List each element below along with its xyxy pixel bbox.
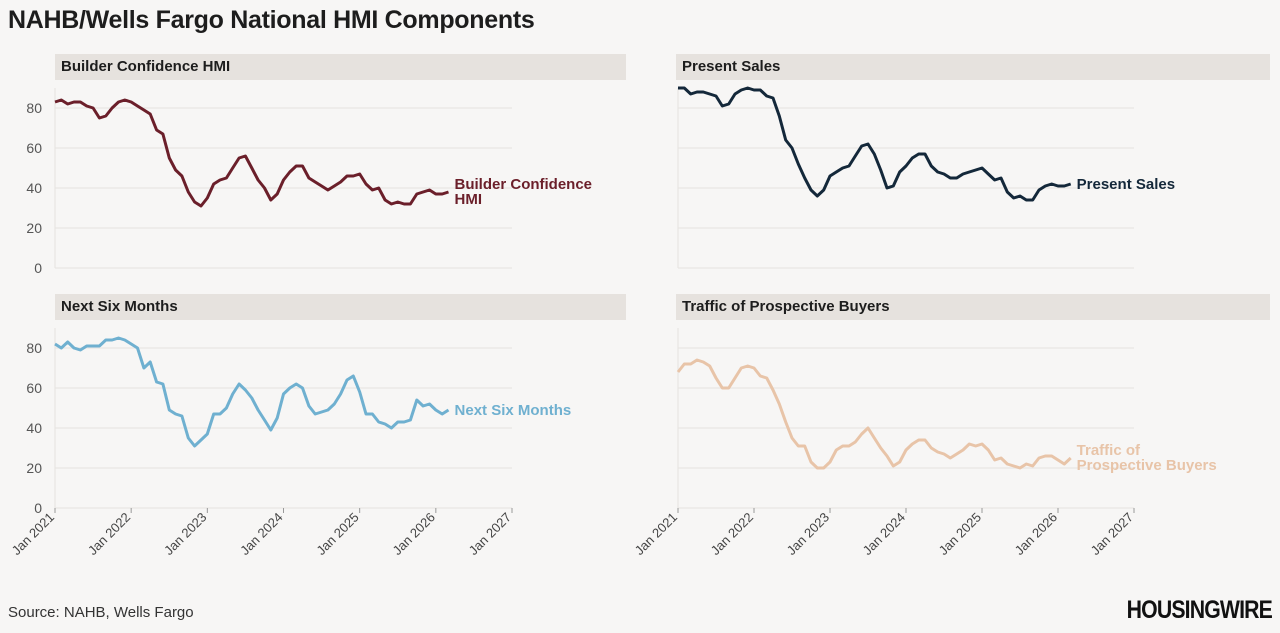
- y-tick-label: 20: [26, 460, 42, 476]
- x-tick-label: Jan 2026: [390, 510, 438, 558]
- series-label: HMI: [455, 191, 483, 208]
- series-line: [678, 86, 1072, 202]
- x-tick-label: Jan 2025: [313, 510, 361, 558]
- x-tick-label: Jan 2027: [466, 510, 514, 558]
- y-tick-label: 80: [26, 340, 42, 356]
- y-tick-label: 40: [26, 420, 42, 436]
- panel-title-next-six-months: Next Six Months: [55, 294, 626, 320]
- series-label: Builder Confidence: [455, 176, 593, 193]
- series-line: [54, 98, 449, 208]
- series-label: Traffic of: [1077, 442, 1141, 459]
- y-tick-label: 60: [26, 380, 42, 396]
- y-tick-label: 20: [26, 220, 42, 236]
- x-tick-label: Jan 2022: [708, 510, 756, 558]
- panel-title-present-sales: Present Sales: [676, 54, 1270, 80]
- panel-title-traffic: Traffic of Prospective Buyers: [676, 294, 1270, 320]
- y-tick-label: 0: [34, 260, 42, 276]
- x-tick-label: Jan 2024: [860, 510, 908, 558]
- x-tick-label: Jan 2023: [784, 510, 832, 558]
- y-tick-label: 0: [34, 500, 42, 516]
- x-tick-label: Jan 2024: [237, 510, 285, 558]
- series-line: [54, 336, 450, 448]
- housingwire-logo: HOUSINGWIRE: [1126, 596, 1273, 624]
- panel-title-builder-confidence: Builder Confidence HMI: [55, 54, 626, 80]
- x-tick-label: Jan 2025: [936, 510, 984, 558]
- page-title: NAHB/Wells Fargo National HMI Components: [8, 6, 535, 34]
- x-tick-label: Jan 2027: [1088, 510, 1136, 558]
- source-note: Source: NAHB, Wells Fargo: [8, 604, 194, 621]
- x-tick-label: Jan 2022: [85, 510, 133, 558]
- x-tick-label: Jan 2023: [161, 510, 209, 558]
- series-line: [676, 358, 1072, 470]
- series-label: Next Six Months: [455, 402, 572, 419]
- y-tick-label: 60: [26, 140, 42, 156]
- y-tick-label: 40: [26, 180, 42, 196]
- y-tick-label: 80: [26, 100, 42, 116]
- x-tick-label: Jan 2021: [632, 510, 680, 558]
- series-label: Present Sales: [1077, 176, 1175, 193]
- series-label: Prospective Buyers: [1077, 457, 1217, 474]
- x-tick-label: Jan 2026: [1012, 510, 1060, 558]
- x-tick-label: Jan 2021: [9, 510, 57, 558]
